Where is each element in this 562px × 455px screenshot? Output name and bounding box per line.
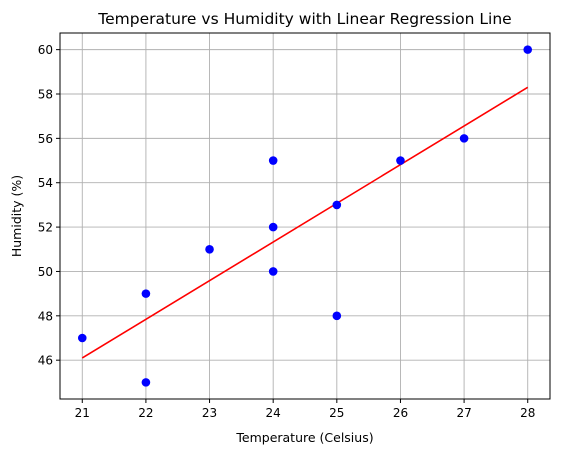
x-tick-label: 24: [266, 406, 281, 420]
y-tick-label: 58: [38, 88, 53, 102]
scatter-point: [77, 333, 87, 343]
scatter-point: [141, 378, 151, 387]
y-tick-label: 54: [38, 176, 53, 190]
scatter-point: [205, 244, 214, 254]
scatter-point: [332, 311, 342, 321]
x-tick-label: 25: [329, 406, 344, 420]
y-axis-label: Humidity (%): [9, 175, 24, 257]
y-tick-label: 52: [38, 221, 53, 235]
plot-frame: [59, 32, 551, 400]
x-tick-label: 28: [520, 406, 535, 420]
y-tick-label: 50: [38, 265, 53, 279]
x-tick-label: 27: [456, 406, 471, 420]
y-tick-label: 56: [38, 132, 53, 146]
regression-line: [81, 86, 529, 359]
grid: [60, 33, 550, 399]
y-tick-label: 48: [38, 309, 53, 323]
y-tick-label: 60: [38, 43, 53, 57]
x-tick-label: 22: [138, 406, 153, 420]
scatter-point: [268, 267, 278, 276]
scatter-point: [141, 289, 151, 298]
scatter-point: [268, 156, 278, 165]
x-tick-label: 23: [202, 406, 217, 420]
scatter-point: [523, 45, 533, 54]
chart-title: Temperature vs Humidity with Linear Regr…: [97, 10, 511, 28]
x-tick-label: 21: [75, 406, 90, 420]
regression-line-layer: [81, 86, 529, 359]
y-axis-ticks: 46 48 50 52 54 56 58 60: [38, 43, 60, 368]
scatter-point: [268, 222, 278, 232]
y-tick-label: 46: [38, 354, 53, 368]
scatter-point: [459, 134, 469, 143]
x-tick-label: 26: [393, 406, 408, 420]
x-axis-label: Temperature (Celsius): [235, 430, 373, 445]
scatter-point: [396, 156, 405, 165]
scatter-point: [332, 200, 342, 210]
scatter-points: [77, 45, 533, 387]
x-axis-ticks: 21 22 23 24 25 26 27 28: [75, 399, 535, 420]
